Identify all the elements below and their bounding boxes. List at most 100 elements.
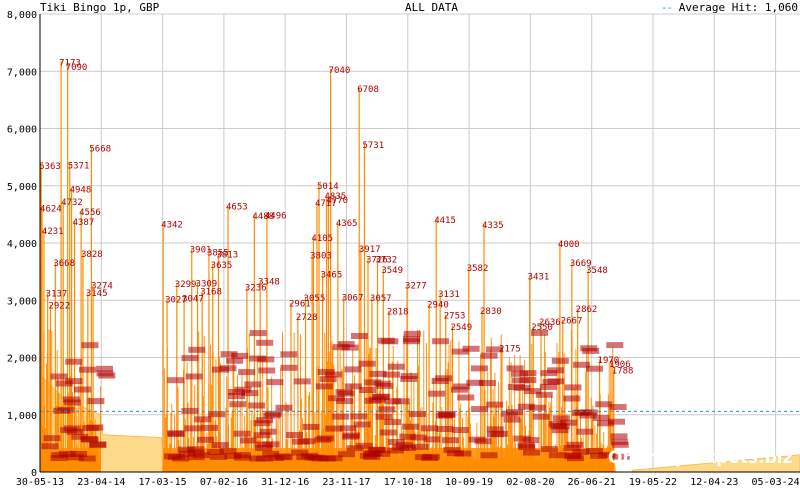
hit-label-texture	[168, 454, 185, 460]
hit-value-label: 4335	[482, 221, 504, 231]
hit-label-texture	[353, 421, 371, 428]
hit-label-texture	[206, 449, 224, 455]
hit-value-label: 3027	[165, 296, 187, 306]
hit-label-texture	[387, 363, 405, 370]
hit-label-texture	[399, 444, 417, 451]
hit-label-texture	[598, 451, 616, 458]
hit-label-texture	[238, 369, 256, 376]
x-tick-label: 07-02-16	[200, 477, 248, 488]
hit-label-texture	[590, 452, 607, 459]
hit-label-texture	[403, 336, 421, 343]
hit-label-texture	[586, 448, 603, 454]
x-tick-label: 30-05-13	[16, 477, 64, 488]
watermark: Online-Jackpots.biz	[608, 448, 793, 468]
hit-label-texture	[267, 455, 285, 461]
average-legend-label: Average Hit: 1,060	[678, 1, 798, 14]
hit-label-texture	[66, 454, 84, 461]
hit-value-label: 3855	[207, 248, 229, 258]
hit-label-texture	[256, 339, 274, 346]
hit-label-texture	[228, 393, 245, 399]
hit-label-texture	[503, 416, 521, 423]
hit-value-label: 3917	[359, 245, 381, 255]
hit-label-texture	[550, 423, 567, 430]
hit-value-label: 3299	[175, 280, 197, 290]
hit-label-texture	[80, 436, 98, 443]
hit-label-texture	[219, 448, 237, 455]
hit-label-texture	[255, 455, 273, 462]
x-tick-label: 02-08-20	[506, 477, 554, 488]
hit-label-texture	[178, 450, 196, 457]
hit-value-label: 6708	[357, 85, 379, 95]
hit-label-texture	[513, 435, 531, 442]
hit-label-texture	[341, 344, 359, 351]
hit-value-label: 3582	[467, 264, 489, 274]
hit-label-texture	[451, 348, 469, 355]
hit-label-texture	[286, 432, 303, 438]
hit-value-label: 4653	[226, 203, 248, 213]
hit-label-texture	[51, 452, 68, 459]
hit-label-texture	[253, 432, 271, 439]
hit-label-texture	[233, 430, 251, 437]
hit-value-label: 3828	[81, 250, 103, 260]
hit-label-texture	[350, 333, 368, 339]
hit-label-texture	[611, 441, 629, 448]
y-tick-label: 4,000	[7, 239, 37, 250]
hit-label-texture	[280, 351, 298, 358]
hit-value-label: 2549	[450, 323, 472, 333]
hit-value-label: 4835	[325, 192, 347, 202]
hit-label-texture	[177, 446, 195, 453]
hit-label-texture	[471, 406, 489, 413]
hit-label-texture	[262, 450, 280, 457]
hit-label-texture	[524, 388, 542, 395]
hit-label-texture	[582, 347, 600, 354]
hit-label-texture	[344, 383, 362, 390]
hit-value-label: 2175	[499, 344, 521, 354]
hit-label-texture	[551, 357, 569, 364]
hit-label-texture	[428, 390, 446, 397]
hit-value-label: 4717	[315, 199, 337, 209]
hit-label-texture	[343, 432, 360, 439]
hit-value-label: 2961	[289, 299, 311, 309]
hit-value-label: 3055	[304, 294, 326, 304]
hit-value-label: 3431	[528, 273, 550, 283]
hit-value-label: 1906	[609, 360, 631, 370]
hit-label-texture	[375, 413, 393, 420]
hit-label-texture	[63, 399, 81, 406]
hit-value-label: 1970	[598, 356, 620, 366]
hit-value-label: 3145	[86, 289, 108, 299]
hit-label-texture	[79, 366, 96, 373]
hit-value-label: 2830	[480, 307, 502, 317]
hit-label-texture	[226, 357, 243, 364]
hit-label-texture	[369, 370, 387, 377]
hit-label-texture	[378, 406, 396, 413]
hit-label-texture	[609, 404, 627, 410]
hit-label-texture	[358, 360, 376, 367]
hit-label-texture	[241, 390, 259, 397]
hit-label-texture	[506, 365, 524, 372]
hit-label-texture	[78, 455, 96, 462]
hit-label-texture	[184, 425, 202, 432]
hit-label-texture	[185, 373, 203, 380]
hit-label-texture	[451, 427, 469, 433]
x-tick-label: 05-03-24	[752, 477, 800, 488]
y-tick-label: 1,000	[7, 411, 37, 422]
hit-label-texture	[566, 441, 584, 448]
hit-label-texture	[517, 403, 535, 410]
hit-label-texture	[53, 407, 71, 414]
hit-value-label: 3635	[211, 261, 233, 271]
hit-label-texture	[402, 423, 420, 430]
hit-label-texture	[336, 398, 354, 405]
hit-label-texture	[414, 454, 432, 461]
hit-label-texture	[480, 452, 498, 459]
hit-label-texture	[280, 364, 298, 371]
hit-label-texture	[264, 410, 282, 417]
x-tick-label: 17-10-18	[384, 477, 432, 488]
axes: 0 1,000 2,000 3,000 4,000 5,000 6,000 7,000 8,00…	[7, 10, 800, 488]
hit-label-texture	[167, 431, 185, 438]
hit-value-label: 4387	[73, 218, 95, 228]
hit-value-label: 2728	[296, 313, 318, 323]
hit-label-texture	[442, 437, 459, 444]
hit-label-texture	[531, 329, 548, 336]
y-tick-label: 8,000	[7, 10, 37, 21]
